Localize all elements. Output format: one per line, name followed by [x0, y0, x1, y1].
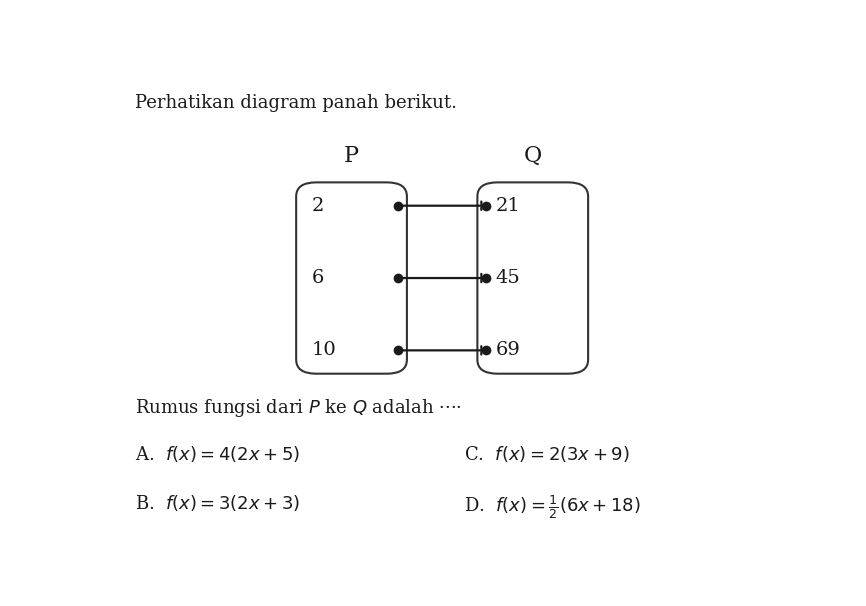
Text: Perhatikan diagram panah berikut.: Perhatikan diagram panah berikut.	[135, 94, 457, 112]
Text: 69: 69	[495, 341, 520, 359]
FancyBboxPatch shape	[296, 182, 407, 374]
Text: 6: 6	[312, 269, 324, 287]
Text: P: P	[344, 145, 359, 167]
Text: Rumus fungsi dari $P$ ke $Q$ adalah ····: Rumus fungsi dari $P$ ke $Q$ adalah ····	[135, 397, 462, 419]
FancyBboxPatch shape	[477, 182, 588, 374]
Text: 45: 45	[495, 269, 520, 287]
Text: D.  $f(x) = \frac{1}{2}(6x + 18)$: D. $f(x) = \frac{1}{2}(6x + 18)$	[464, 493, 641, 521]
Text: 2: 2	[312, 197, 324, 215]
Text: A.  $f(x) = 4(2x + 5)$: A. $f(x) = 4(2x + 5)$	[135, 444, 301, 464]
Text: 10: 10	[312, 341, 336, 359]
Text: B.  $f(x) = 3(2x + 3)$: B. $f(x) = 3(2x + 3)$	[135, 493, 301, 513]
Text: 21: 21	[495, 197, 520, 215]
Text: C.  $f(x) = 2(3x + 9)$: C. $f(x) = 2(3x + 9)$	[464, 444, 630, 464]
Text: Q: Q	[524, 145, 542, 167]
